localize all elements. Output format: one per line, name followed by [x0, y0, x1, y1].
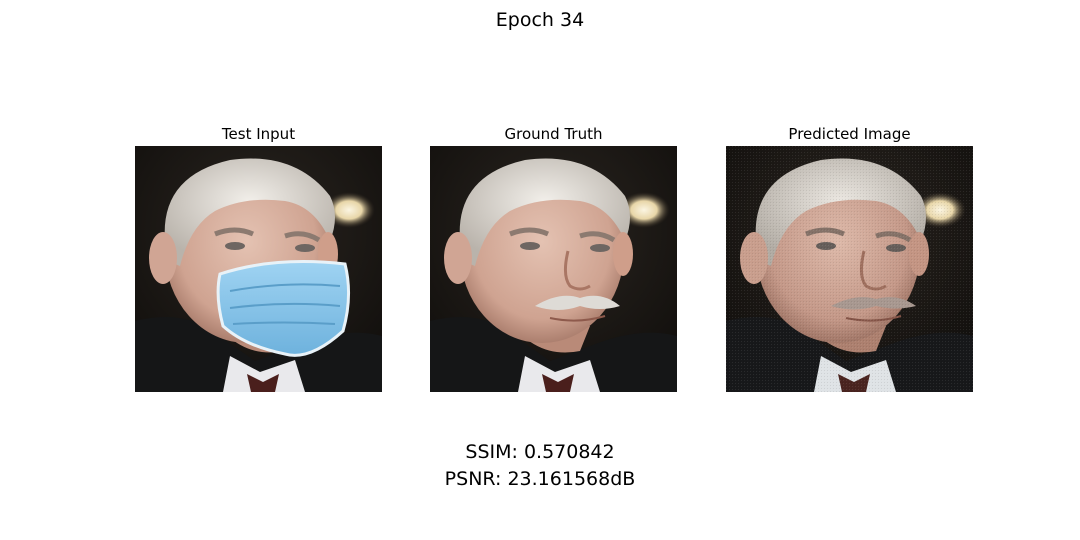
ssim-metric: SSIM: 0.570842 — [465, 441, 615, 463]
ground-truth-image — [430, 146, 677, 392]
figure-title: Epoch 34 — [495, 9, 585, 31]
panel-title-predicted-image: Predicted Image — [788, 125, 911, 143]
psnr-metric: PSNR: 23.161568dB — [444, 468, 636, 490]
predicted-image — [726, 146, 973, 392]
test-input-image — [135, 146, 382, 392]
panel-title-test-input: Test Input — [221, 125, 296, 143]
panel-title-ground-truth: Ground Truth — [504, 125, 603, 143]
